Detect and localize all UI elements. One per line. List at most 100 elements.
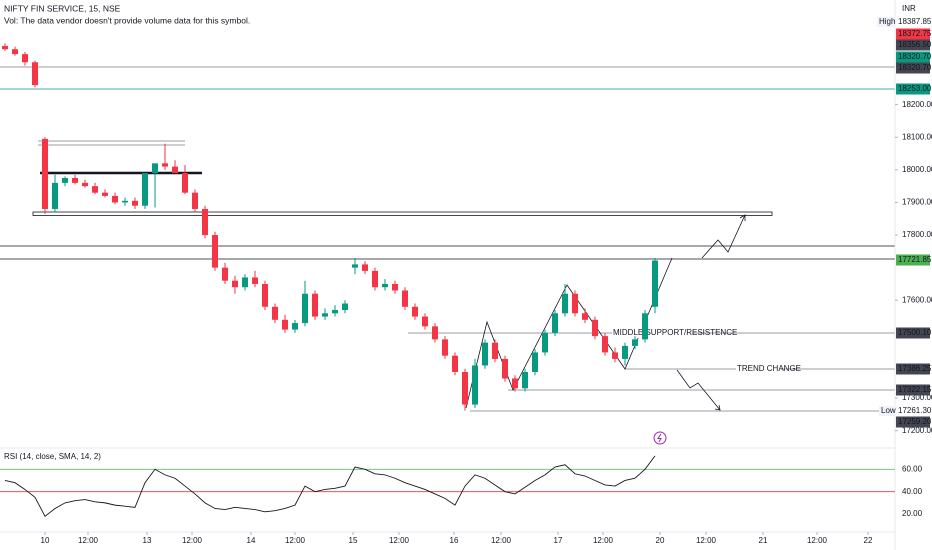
x-tick-label: 21 [759, 536, 768, 545]
arrow-head [714, 404, 721, 411]
candle-body [472, 365, 478, 405]
price-tag: 17500.10 [898, 328, 932, 337]
candle-body [572, 293, 578, 314]
price-tag: 18253.00 [898, 84, 932, 93]
rsi-tick-label: 20.00 [902, 509, 923, 518]
x-tick-label: 13 [143, 536, 152, 545]
candle-body [122, 200, 128, 203]
x-tick-label: 12:00 [285, 536, 306, 545]
candle-body [322, 313, 328, 317]
candle-body [392, 283, 398, 291]
candle-body [252, 277, 258, 284]
candle-body [562, 293, 568, 314]
candle-body [312, 293, 318, 317]
candle-body [592, 319, 598, 337]
candle-body [442, 339, 448, 356]
candle-body [362, 264, 368, 271]
price-tag: 17721.85 [898, 255, 932, 264]
marker-bg [879, 406, 895, 416]
candle-body [222, 267, 228, 281]
price-tag: 18356.50 [898, 40, 932, 49]
price-tag: 18387.85 [898, 17, 932, 26]
candle-body [552, 313, 558, 333]
price-tag: 18320.70 [898, 63, 932, 72]
marker-bg [877, 17, 895, 27]
candle-body [12, 49, 18, 55]
low-marker: Low [881, 406, 896, 415]
candle-body [612, 352, 618, 359]
candle-body [352, 264, 358, 268]
x-tick-label: 12:00 [182, 536, 203, 545]
price-tag-bg [896, 254, 930, 266]
candle-body [462, 371, 468, 405]
candle-body [242, 277, 248, 288]
candle-body [652, 260, 658, 307]
currency: INR [902, 4, 916, 13]
rsi-title: RSI (14, close, SMA, 14, 2) [4, 452, 101, 461]
drawings [0, 0, 896, 550]
projection-up [701, 214, 746, 259]
price-tag-bg [896, 416, 930, 428]
candle-body [492, 342, 498, 359]
y-tick-label: 18000.00 [902, 165, 932, 174]
candle-body [432, 326, 438, 340]
candle-body [202, 208, 208, 236]
x-tick-label: 22 [864, 536, 873, 545]
rsi-tick-label: 60.00 [902, 464, 923, 473]
y-tick-label: 17300.00 [902, 393, 932, 402]
volume-note: Vol: The data vendor doesn't provide vol… [4, 15, 250, 25]
x-tick-label: 12:00 [78, 536, 99, 545]
price-tag: 18372.75 [898, 29, 932, 38]
x-tick-label: 16 [450, 536, 459, 545]
rsi-line [4, 455, 656, 518]
price-tag-bg [896, 384, 930, 396]
candle-body [372, 270, 378, 288]
price-tag-bg [896, 62, 930, 74]
candle-body [162, 163, 168, 167]
price-tag-bg [896, 16, 930, 28]
candle-body [412, 306, 418, 317]
y-tick-label: 17800.00 [902, 230, 932, 239]
x-tick-label: 12:00 [593, 536, 614, 545]
x-tick-label: 12:00 [491, 536, 512, 545]
candle-body [542, 332, 548, 353]
x-tick-label: 15 [349, 536, 358, 545]
candle-body [52, 182, 58, 209]
candle-body [172, 166, 178, 174]
price-tag: 17386.25 [898, 364, 932, 373]
x-tick-label: 14 [247, 536, 256, 545]
candle-body [342, 303, 348, 311]
price-tag-bg [896, 28, 930, 40]
candle-body [602, 336, 608, 353]
label-bg [612, 328, 692, 338]
candle-body [642, 313, 648, 340]
candle-body [402, 290, 408, 307]
x-tick-label: 12:00 [696, 536, 717, 545]
arrow-head [739, 214, 746, 221]
zigzag [465, 257, 673, 409]
candle-body [272, 306, 278, 320]
price-tag-bg [896, 327, 930, 339]
y-tick-label: 17600.00 [902, 295, 932, 304]
annotation: MIDDLE SUPPORT/RESISTENCE [613, 328, 737, 337]
price-tag-bg [896, 83, 930, 95]
candle-body [622, 345, 628, 359]
candle-body [112, 195, 118, 203]
label-bg [736, 364, 781, 374]
candle-body [82, 182, 88, 187]
candle-body [302, 293, 308, 324]
candle-body [422, 316, 428, 327]
high-marker: High [879, 17, 895, 26]
price-tag: 17261.30 [898, 406, 932, 415]
x-tick-label: 12:00 [389, 536, 410, 545]
price-tag-bg [896, 363, 930, 375]
candle-body [582, 313, 588, 320]
candle-body [142, 173, 148, 206]
candle-body [532, 352, 538, 372]
candle-body [2, 45, 8, 50]
candle-body [102, 192, 108, 196]
rsi-tick-label: 40.00 [902, 487, 923, 496]
candle-body [72, 178, 78, 183]
